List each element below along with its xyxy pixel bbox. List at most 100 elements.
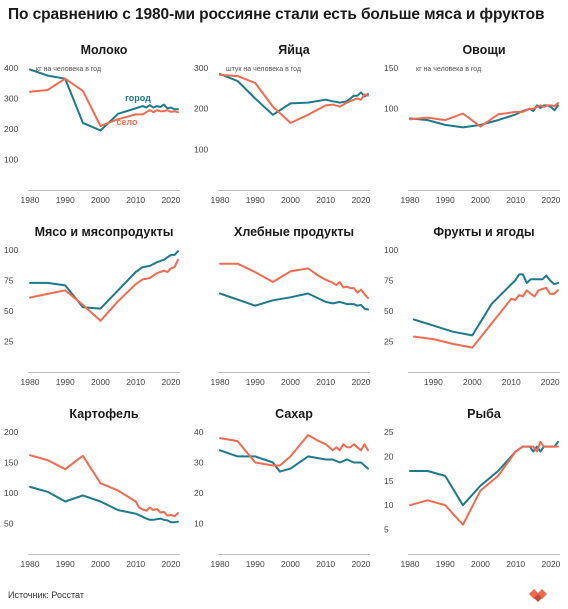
y-tick-label: 100 — [4, 245, 18, 255]
x-tick-label: 1990 — [436, 195, 455, 205]
y-tick-label: 200 — [4, 427, 18, 437]
y-tick-label: 25 — [4, 337, 14, 347]
y-tick-label: 100 — [4, 488, 18, 498]
series-line — [29, 485, 179, 524]
y-tick-label: 75 — [4, 276, 14, 286]
y-tick-label: 75 — [384, 276, 394, 286]
x-tick-label: 2020 — [161, 377, 180, 387]
x-tick-label: 2020 — [351, 195, 370, 205]
y-tick-label: 25 — [384, 337, 394, 347]
x-tick-label: 1980 — [21, 195, 40, 205]
chart-svg: Мясо и мясопродукты 25 50 75 100 1980 1990 2000… — [4, 225, 181, 387]
series-line — [29, 454, 179, 518]
series-line — [219, 292, 369, 311]
small-multiples-grid: Молоко 100 200 300 400 1980 1990 2000 2010 2020 кг… — [0, 40, 568, 585]
y-tick-label: 20 — [194, 488, 204, 498]
y-tick-label: 50 — [4, 519, 14, 529]
y-tick-label: 50 — [384, 306, 394, 316]
y-tick-label: 50 — [4, 306, 14, 316]
chart-svg: Фрукты и ягоды 25 50 75 100 1990 2000 2010 2020 — [384, 225, 560, 387]
brand-logo-icon — [529, 589, 547, 602]
x-tick-label: 2000 — [281, 195, 300, 205]
chart-title: Рыба — [467, 407, 502, 421]
chart-panel-1: Молоко 100 200 300 400 1980 1990 2000 2010 2020 кг… — [0, 40, 184, 222]
chart-panel-4: Мясо и мясопродукты 25 50 75 100 1980 1990 2000… — [0, 222, 184, 404]
y-tick-label: 200 — [194, 104, 208, 114]
y-tick-label: 300 — [194, 63, 208, 73]
series-line — [412, 286, 559, 349]
chart-svg: Яйца 100 200 300 1980 1990 2000 2010 2020 штук на… — [194, 43, 371, 205]
chart-title: Картофель — [69, 407, 138, 421]
chart-panel-8: Сахар 10 20 30 40 1980 1990 2000 2010 2020 — [190, 404, 374, 586]
chart-title: Хлебные продукты — [234, 225, 354, 239]
chart-svg: Рыба 5 10 15 20 25 1980 1990 2000 2010 2020 — [384, 407, 561, 569]
y-tick-label: 100 — [4, 155, 18, 165]
x-tick-label: 1990 — [436, 559, 455, 569]
chart-title: Молоко — [81, 43, 128, 57]
chart-title: Сахар — [275, 407, 313, 421]
chart-panel-3: Овощи 100 150 1980 1990 2000 2010 2020 кг на чел… — [380, 40, 564, 222]
x-tick-label: 2020 — [161, 559, 180, 569]
x-tick-label: 2020 — [541, 195, 560, 205]
chart-svg: Овощи 100 150 1980 1990 2000 2010 2020 кг на чел… — [384, 43, 561, 205]
y-tick-label: 200 — [4, 124, 18, 134]
y-tick-label: 5 — [384, 525, 389, 535]
x-tick-label: 2010 — [316, 559, 335, 569]
series-label-village: село — [116, 117, 138, 127]
chart-svg: Хлебные продукты 1980 1990 2000 2010 2020 — [211, 225, 371, 387]
series-line — [29, 68, 179, 132]
x-tick-label: 1980 — [21, 377, 40, 387]
x-tick-label: 2000 — [91, 559, 110, 569]
series-line — [29, 77, 179, 127]
x-tick-label: 2000 — [471, 559, 490, 569]
x-tick-label: 1990 — [56, 377, 75, 387]
x-tick-label: 1990 — [246, 195, 265, 205]
x-tick-label: 1990 — [56, 195, 75, 205]
x-tick-label: 2020 — [541, 559, 560, 569]
series-line — [412, 273, 559, 337]
series-line — [219, 449, 369, 473]
y-tick-label: 10 — [384, 500, 394, 510]
x-tick-label: 2000 — [91, 195, 110, 205]
x-tick-label: 2020 — [351, 559, 370, 569]
chart-panel-7: Картофель 50 100 150 200 1980 1990 2000 2010 2020 — [0, 404, 184, 586]
x-tick-label: 2010 — [126, 195, 145, 205]
chart-panel-6: Фрукты и ягоды 25 50 75 100 1990 2000 2010 2020 — [380, 222, 564, 404]
y-tick-label: 300 — [4, 94, 18, 104]
x-tick-label: 2000 — [471, 195, 490, 205]
y-tick-label: 30 — [194, 458, 204, 468]
x-tick-label: 2000 — [281, 559, 300, 569]
unit-note: кг на человека в год — [416, 66, 481, 73]
y-tick-label: 100 — [384, 104, 398, 114]
chart-title: Овощи — [462, 43, 505, 57]
x-tick-label: 2010 — [126, 559, 145, 569]
x-tick-label: 2010 — [126, 377, 145, 387]
y-tick-label: 150 — [384, 63, 398, 73]
chart-svg: Картофель 50 100 150 200 1980 1990 2000 2010 2020 — [4, 407, 181, 569]
series-line — [29, 258, 179, 322]
x-tick-label: 2010 — [506, 559, 525, 569]
x-tick-label: 1990 — [246, 559, 265, 569]
chart-title: Мясо и мясопродукты — [35, 225, 174, 239]
x-tick-label: 2010 — [502, 377, 521, 387]
x-tick-label: 2020 — [541, 377, 560, 387]
unit-note: штук на человека в год — [226, 66, 301, 73]
y-tick-label: 20 — [384, 451, 394, 461]
x-tick-label: 2000 — [463, 377, 482, 387]
x-tick-label: 2010 — [316, 195, 335, 205]
series-line — [409, 102, 559, 128]
y-tick-label: 100 — [194, 144, 208, 154]
y-tick-label: 40 — [194, 427, 204, 437]
x-tick-label: 2000 — [281, 377, 300, 387]
page-title: По сравнению с 1980-ми россияне стали ес… — [8, 6, 545, 23]
series-line — [409, 440, 559, 526]
y-tick-label: 10 — [194, 519, 204, 529]
x-tick-label: 2000 — [91, 377, 110, 387]
x-tick-label: 1990 — [56, 559, 75, 569]
y-tick-label: 150 — [4, 458, 18, 468]
x-tick-label: 2020 — [161, 195, 180, 205]
chart-svg: Молоко 100 200 300 400 1980 1990 2000 2010 2020 кг… — [4, 43, 181, 205]
chart-panel-2: Яйца 100 200 300 1980 1990 2000 2010 2020 штук на… — [190, 40, 374, 222]
x-tick-label: 1980 — [401, 559, 420, 569]
y-tick-label: 25 — [384, 427, 394, 437]
